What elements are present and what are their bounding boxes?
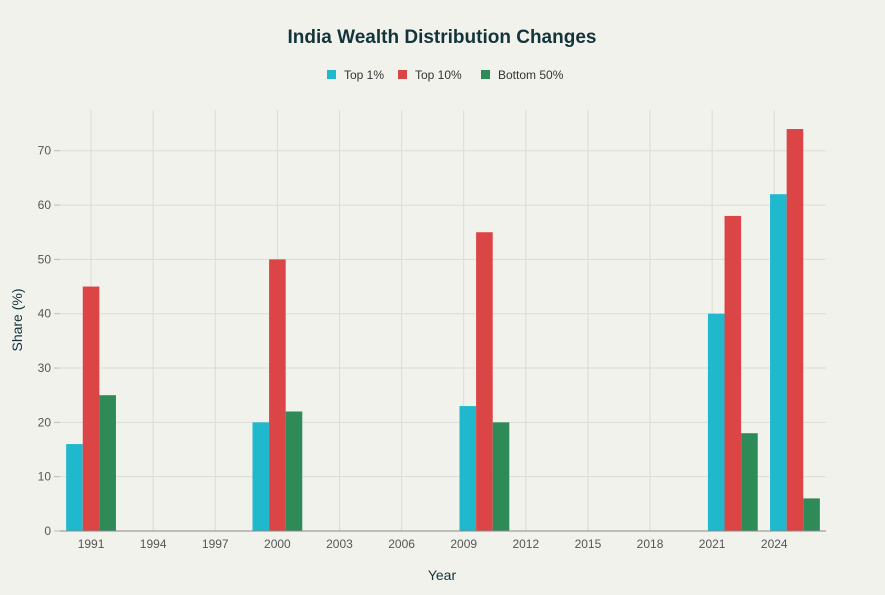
x-tick-label: 2024 <box>761 537 788 551</box>
bar-bottom-50--2025 <box>803 498 820 531</box>
x-tick-label: 2015 <box>575 537 602 551</box>
legend: Top 1% Top 10% Bottom 50% <box>327 68 564 82</box>
chart-title: India Wealth Distribution Changes <box>288 27 597 48</box>
legend-label: Bottom 50% <box>498 68 564 82</box>
y-tick-label: 40 <box>38 307 52 321</box>
x-tick-label: 2012 <box>512 537 539 551</box>
bar-top-1--2022 <box>707 313 725 531</box>
bar-top-10--2022 <box>724 215 742 532</box>
x-tick-label: 1994 <box>140 537 167 551</box>
bar-bottom-50--2000 <box>285 411 303 531</box>
bar-top-10--2010 <box>476 232 493 531</box>
bar-bottom-50--2010 <box>492 422 510 531</box>
y-axis-label: Share (%) <box>9 288 25 351</box>
y-tick-label: 20 <box>38 415 52 429</box>
bar-top-1--1991 <box>66 444 83 531</box>
x-tick-label: 2000 <box>264 537 291 551</box>
bar-top-10--2000 <box>269 259 286 531</box>
legend-swatch <box>327 70 336 79</box>
legend-swatch <box>481 70 490 79</box>
bar-top-10--1991 <box>82 286 100 531</box>
x-tick-label: 2021 <box>699 537 726 551</box>
legend-label: Top 1% <box>344 68 384 82</box>
x-tick-label: 2009 <box>450 537 477 551</box>
bar-top-1--2010 <box>459 406 477 531</box>
x-tick-label: 2003 <box>326 537 353 551</box>
y-tick-label: 70 <box>38 144 52 158</box>
x-tick-label: 1997 <box>202 537 229 551</box>
y-tick-label: 10 <box>38 470 52 484</box>
bar-top-1--2025 <box>770 194 787 531</box>
legend-label: Top 10% <box>415 68 462 82</box>
axes: 0 10 20 30 40 50 60 70 1991 1994 1997 2000 2003 2006 2… <box>38 144 826 551</box>
y-tick-label: 0 <box>44 524 51 538</box>
x-tick-label: 1991 <box>78 537 105 551</box>
x-tick-label: 2018 <box>637 537 664 551</box>
legend-swatch <box>398 70 407 79</box>
x-tick-label: 2006 <box>388 537 415 551</box>
bar-top-10--2025 <box>786 129 804 531</box>
y-tick-label: 60 <box>38 198 52 212</box>
y-tick-label: 50 <box>38 252 52 266</box>
bar-top-1--2000 <box>252 422 270 531</box>
bars <box>66 129 820 532</box>
x-axis-label: Year <box>428 567 457 583</box>
bar-bottom-50--2022 <box>741 433 758 531</box>
bar-bottom-50--1991 <box>99 395 116 531</box>
y-tick-label: 30 <box>38 361 52 375</box>
